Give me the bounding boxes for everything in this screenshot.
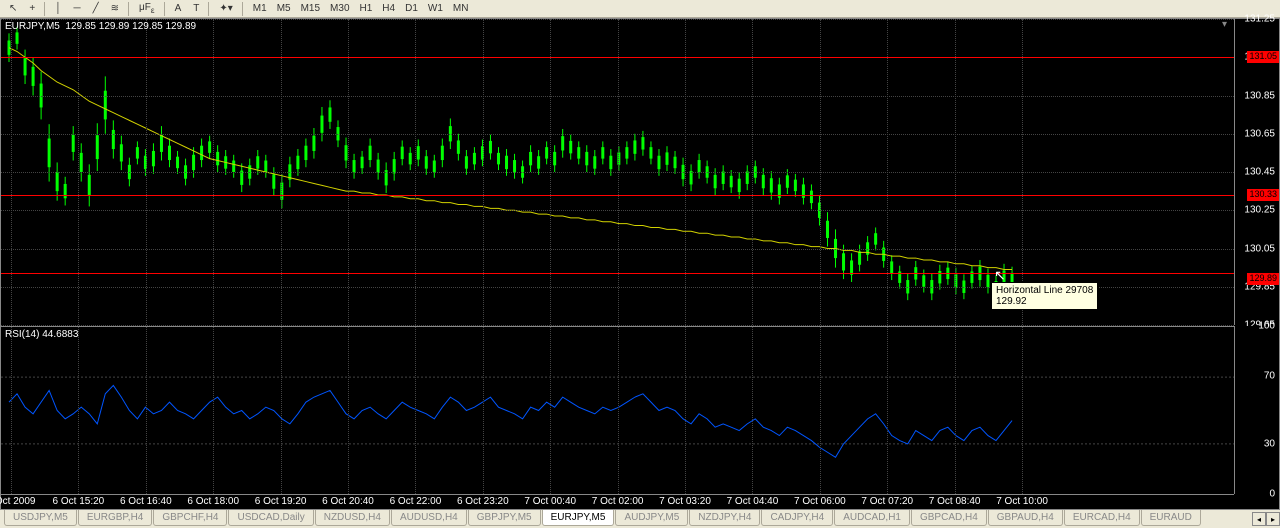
indicator-label: RSI(14) 44.6883 — [5, 329, 78, 340]
tab-euraud[interactable]: EURAUD — [1141, 510, 1201, 526]
rsi-tick: 100 — [1258, 321, 1275, 332]
price-marker: 130.33 — [1247, 189, 1279, 201]
time-tick: 7 Oct 04:40 — [727, 496, 779, 507]
rsi-tick: 70 — [1264, 371, 1275, 382]
time-tick: 7 Oct 08:40 — [929, 496, 981, 507]
timeframe-mn[interactable]: MN — [448, 1, 474, 16]
price-tick: 130.05 — [1244, 243, 1275, 254]
price-axis: 131.25131.05130.85130.65130.45130.25130.… — [1234, 19, 1279, 325]
price-tick: 130.65 — [1244, 128, 1275, 139]
label-tool[interactable]: T — [188, 1, 204, 16]
rsi-tick: 30 — [1264, 438, 1275, 449]
tab-nzdjpy-h4[interactable]: NZDJPY,H4 — [689, 510, 760, 526]
timeframe-d1[interactable]: D1 — [400, 1, 423, 16]
price-tick: 131.25 — [1244, 14, 1275, 25]
price-tick: 130.25 — [1244, 205, 1275, 216]
tab-scroll: ◂ ▸ — [1252, 510, 1280, 528]
chart-tabs: USDJPY,M5EURGBP,H4GBPCHF,H4USDCAD,DailyN… — [0, 510, 1280, 528]
price-tooltip: Horizontal Line 29708129.92 — [991, 282, 1098, 310]
timeframe-m30[interactable]: M30 — [325, 1, 354, 16]
vline-tool[interactable]: │ — [50, 1, 66, 16]
tab-audusd-h4[interactable]: AUDUSD,H4 — [391, 510, 467, 526]
tab-nzdusd-h4[interactable]: NZDUSD,H4 — [315, 510, 390, 526]
tab-eurcad-h4[interactable]: EURCAD,H4 — [1064, 510, 1140, 526]
tab-gbpcad-h4[interactable]: GBPCAD,H4 — [911, 510, 987, 526]
timeframe-m5[interactable]: M5 — [272, 1, 296, 16]
tab-audjpy-m5[interactable]: AUDJPY,M5 — [615, 510, 688, 526]
tab-gbpaud-h4[interactable]: GBPAUD,H4 — [988, 510, 1063, 526]
toolbar: ↖ + │ ─ ╱ ≋ μFε A T ✦▾ M1M5M15M30H1H4D1W… — [0, 0, 1280, 18]
chart-window[interactable]: EURJPY,M5 129.85 129.89 129.85 129.89 Ho… — [0, 18, 1280, 510]
arrows-tool[interactable]: ✦▾ — [214, 1, 237, 16]
tab-cadjpy-h4[interactable]: CADJPY,H4 — [761, 510, 833, 526]
time-tick: 7 Oct 06:00 — [794, 496, 846, 507]
timeframe-w1[interactable]: W1 — [423, 1, 448, 16]
rsi-tick: 0 — [1269, 489, 1275, 500]
tab-audcad-h1[interactable]: AUDCAD,H1 — [834, 510, 910, 526]
cursor-tool[interactable]: ↖ — [4, 1, 22, 16]
tab-scroll-right[interactable]: ▸ — [1266, 512, 1280, 526]
symbol-info: EURJPY,M5 129.85 129.89 129.85 129.89 — [5, 21, 196, 32]
time-tick: 6 Oct 20:40 — [322, 496, 374, 507]
timeframe-h4[interactable]: H4 — [377, 1, 400, 16]
tab-eurjpy-m5[interactable]: EURJPY,M5 — [542, 510, 615, 526]
time-tick: 6 Oct 16:40 — [120, 496, 172, 507]
channel-tool[interactable]: ≋ — [106, 1, 124, 16]
time-axis: 6 Oct 2009 6 Oct 15:20 6 Oct 16:40 6 Oct 18… — [1, 494, 1234, 509]
text-tool[interactable]: A — [170, 1, 187, 16]
indicator-axis: 10070300 — [1234, 326, 1279, 494]
tab-scroll-left[interactable]: ◂ — [1252, 512, 1266, 526]
time-tick: 6 Oct 23:20 — [457, 496, 509, 507]
time-tick: 7 Oct 00:40 — [524, 496, 576, 507]
tab-gbpchf-h4[interactable]: GBPCHF,H4 — [153, 510, 227, 526]
main-price-chart[interactable]: EURJPY,M5 129.85 129.89 129.85 129.89 Ho… — [1, 19, 1234, 325]
time-tick: 6 Oct 15:20 — [53, 496, 105, 507]
time-tick: 6 Oct 19:20 — [255, 496, 307, 507]
chart-dropdown-icon[interactable]: ▾ — [1222, 19, 1234, 29]
timeframe-m1[interactable]: M1 — [248, 1, 272, 16]
hline-tool[interactable]: ─ — [68, 1, 85, 16]
price-marker: 129.89 — [1247, 273, 1279, 285]
time-tick: 6 Oct 18:00 — [187, 496, 239, 507]
time-tick: 7 Oct 02:00 — [592, 496, 644, 507]
tab-gbpjpy-m5[interactable]: GBPJPY,M5 — [468, 510, 541, 526]
tab-usdjpy-m5[interactable]: USDJPY,M5 — [4, 510, 77, 526]
rsi-indicator-chart[interactable]: RSI(14) 44.6883 — [1, 326, 1234, 494]
price-tick: 130.85 — [1244, 90, 1275, 101]
tab-usdcad-daily[interactable]: USDCAD,Daily — [228, 510, 313, 526]
tab-eurgbp-h4[interactable]: EURGBP,H4 — [78, 510, 153, 526]
price-tick: 130.45 — [1244, 167, 1275, 178]
timeframe-h1[interactable]: H1 — [355, 1, 378, 16]
time-tick: 7 Oct 07:20 — [861, 496, 913, 507]
time-tick: 6 Oct 2009 — [0, 496, 35, 507]
time-tick: 6 Oct 22:00 — [390, 496, 442, 507]
time-tick: 7 Oct 10:00 — [996, 496, 1048, 507]
timeframe-m15[interactable]: M15 — [296, 1, 325, 16]
crosshair-tool[interactable]: + — [24, 1, 40, 16]
price-marker: 131.05 — [1247, 51, 1279, 63]
fibo-tool[interactable]: μFε — [134, 0, 160, 17]
time-tick: 7 Oct 03:20 — [659, 496, 711, 507]
trendline-tool[interactable]: ╱ — [88, 1, 104, 16]
